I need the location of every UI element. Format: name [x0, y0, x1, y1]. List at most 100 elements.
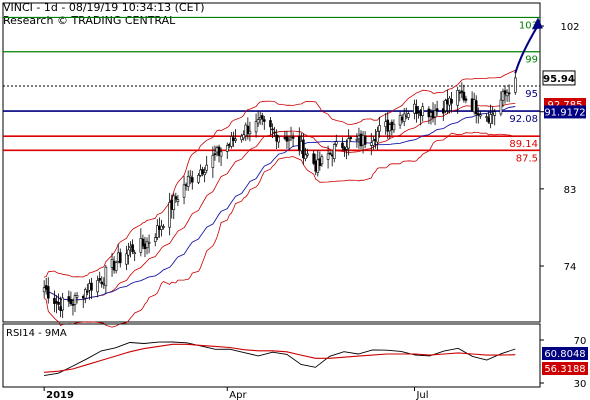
x-tick-label: Apr [229, 390, 247, 400]
candle-body [347, 138, 350, 149]
candle-body [326, 153, 330, 160]
candle-body [427, 108, 431, 118]
projection-arrow [514, 24, 539, 74]
candle-body [61, 297, 64, 311]
price-overlay: 95.9492.78591.9172 [514, 17, 586, 119]
candle-body [312, 153, 315, 164]
candle-body [479, 114, 482, 117]
candle-body [83, 289, 87, 299]
rsi-frame [2, 323, 541, 388]
candle-body [201, 169, 204, 175]
candle-body [472, 99, 476, 113]
candle-body [335, 141, 338, 145]
candle-body [246, 125, 250, 135]
candle-body [283, 137, 287, 139]
price-frame [2, 2, 541, 323]
candle-body [67, 296, 71, 302]
candle-body [503, 90, 507, 95]
candle-body [88, 283, 91, 291]
candle-body [230, 136, 233, 147]
candle-body [42, 287, 46, 293]
candle-body [71, 304, 75, 306]
candle-body [314, 160, 318, 172]
candle-body [100, 281, 104, 285]
candle-body [225, 145, 229, 152]
candle-body [400, 116, 404, 121]
candle-body [125, 253, 128, 265]
candle-body [501, 91, 505, 101]
candle-body [345, 146, 348, 150]
last-price-box [542, 70, 576, 86]
moving-average [43, 106, 516, 301]
candle-body [213, 153, 217, 155]
candle-body [460, 90, 464, 93]
candle-body [332, 144, 336, 159]
candle-body [217, 146, 221, 156]
candle-body [376, 131, 379, 143]
candle-body [429, 112, 433, 117]
candle-body [244, 124, 248, 136]
candle-body [359, 133, 363, 147]
candle-body [407, 113, 410, 118]
rsi-y-tick-label: 70 [574, 336, 587, 347]
x-tick-label: Jul [415, 390, 428, 400]
candle-body [355, 138, 359, 141]
candle-body [363, 135, 367, 145]
candle-body [176, 199, 180, 202]
candle-body [147, 241, 151, 244]
level-label-89.14: 89.14 [509, 139, 538, 150]
candle-body [258, 117, 262, 120]
rsi-tag-box [542, 347, 588, 360]
candle-body [271, 128, 274, 131]
candle-body [256, 119, 260, 124]
candle-body [505, 92, 509, 97]
candle-body [361, 135, 365, 146]
rsi-series-ma9 [44, 343, 516, 373]
level-label-95: 95 [525, 89, 538, 100]
candle-body [104, 266, 108, 287]
candle-body [184, 184, 188, 186]
level-label-99: 99 [525, 55, 538, 66]
candle-body [162, 226, 165, 228]
candle-body [232, 137, 235, 141]
candle-body [129, 245, 132, 248]
rsi-series-rsi14 [44, 341, 516, 377]
candle-body [170, 200, 174, 210]
candle-body [116, 252, 120, 262]
candle-body [384, 121, 387, 127]
chart-title: VINCI - 1d - 08/19/19 10:34:13 (CET) [3, 1, 205, 14]
candle-body [421, 106, 425, 116]
candle-body [289, 136, 293, 138]
y-tick-label: 102 [560, 22, 579, 33]
candle-body [388, 124, 392, 132]
projection-arrowhead [531, 17, 543, 30]
candle-body [168, 202, 171, 228]
candle-body [269, 120, 272, 128]
candle-body [98, 278, 102, 281]
candle-body [44, 285, 48, 290]
candle-body [114, 262, 118, 271]
last-price-label: 95.94 [543, 74, 575, 85]
candle-body [378, 125, 381, 132]
candle-body [450, 99, 453, 104]
candle-body [476, 113, 480, 116]
candle-body [386, 119, 390, 132]
candle-body [304, 154, 307, 159]
candle-body [133, 252, 136, 255]
candle-body [188, 175, 192, 178]
candle-body [90, 282, 93, 291]
candle-body [190, 177, 194, 183]
candle-body [69, 299, 73, 305]
candle-body [343, 147, 346, 151]
candle-body [46, 286, 50, 299]
candle-body [242, 134, 246, 139]
candle-body [474, 100, 478, 115]
rsi-y-tick-label: 30 [574, 379, 587, 390]
bollinger-lower [43, 131, 516, 328]
level-label-103: 103 [519, 20, 538, 31]
x-tick-label: 2019 [46, 390, 74, 400]
candle-body [462, 91, 466, 101]
rsi-tag-label: 60.8048 [544, 349, 585, 360]
candle-body [349, 137, 353, 139]
